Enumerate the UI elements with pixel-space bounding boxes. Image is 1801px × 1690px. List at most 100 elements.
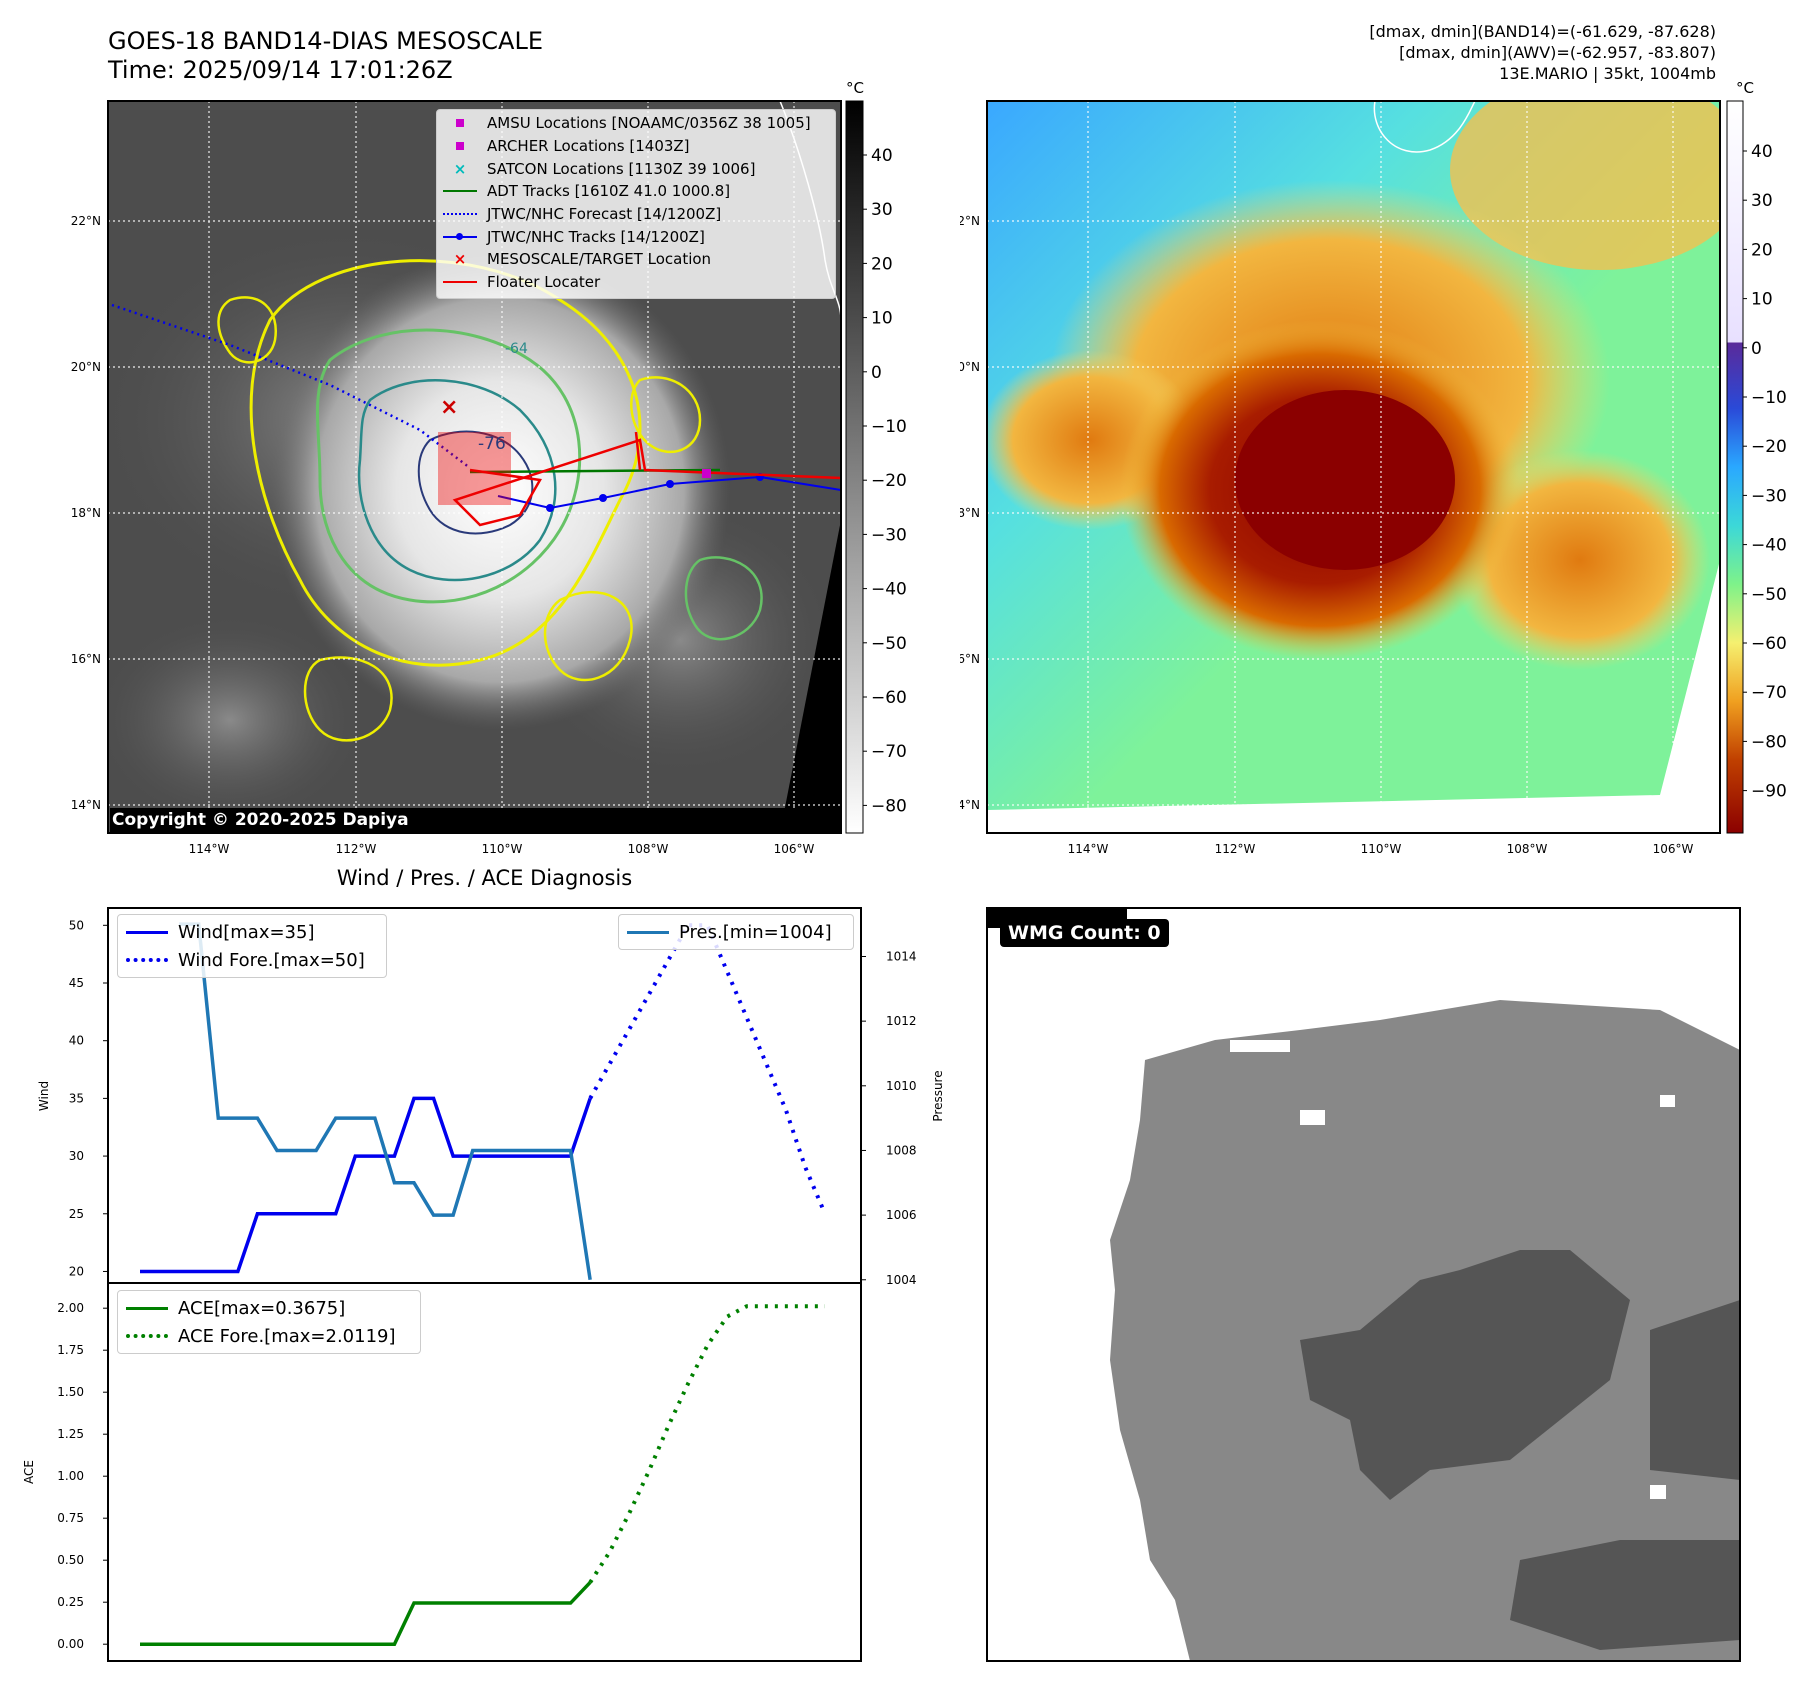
- ir-legend-label: JTWC/NHC Tracks [14/1200Z]: [487, 227, 705, 246]
- lon-label: 114°W: [189, 842, 230, 856]
- awv-colorbar-tick-label: −40: [1751, 536, 1787, 556]
- pressure-y-tick-label: 1004: [886, 1273, 917, 1287]
- awv-colorbar-tick-label: −90: [1751, 782, 1787, 802]
- contour-label-inner: -76: [478, 434, 506, 454]
- lat-label: 22°N: [960, 214, 980, 228]
- ace-forecast-legend-label: ACE Fore.[max=2.0119]: [178, 1325, 396, 1347]
- copyright-banner: Copyright © 2020-2025 Dapiya: [110, 808, 840, 832]
- ir-colorbar-tick-label: −80: [871, 796, 907, 816]
- lat-label: 14°N: [71, 798, 101, 812]
- wind-y-tick-label: 35: [69, 1091, 84, 1105]
- wind-series-2-line: [179, 922, 592, 1281]
- ir-legend: AMSU Locations [NOAAMC/0356Z 38 1005] ARC…: [436, 109, 836, 299]
- awv-colorbar-tick-label: −70: [1751, 683, 1787, 703]
- ir-colorbar-tick-label: −10: [871, 417, 907, 437]
- awv-colorbar-tick-label: −80: [1751, 732, 1787, 752]
- ir-colorbar-tick-label: −50: [871, 634, 907, 654]
- wind-series-0-line: [140, 1096, 592, 1274]
- info-line1: [dmax, dmin](BAND14)=(-61.629, -87.628): [1369, 22, 1716, 41]
- awv-colorbar-tick-label: 40: [1751, 142, 1773, 162]
- pressure-y-tick-label: 1012: [886, 1014, 917, 1028]
- wind-y-tick-label: 45: [69, 976, 84, 990]
- diagnosis-title: Wind / Pres. / ACE Diagnosis: [336, 866, 633, 890]
- ir-legend-item: JTWC/NHC Tracks [14/1200Z]: [441, 225, 831, 248]
- ir-colorbar-tick-label: −20: [871, 471, 907, 491]
- wind-forecast-legend-label: Wind Fore.[max=50]: [178, 949, 365, 971]
- pressure-legend-label: Pres.[min=1004]: [679, 921, 832, 943]
- ace-y-tick-label: 2.00: [57, 1301, 84, 1315]
- ir-legend-item: ADT Tracks [1610Z 41.0 1000.8]: [441, 180, 831, 203]
- ace-legend-line: [126, 1306, 168, 1310]
- pressure-y-tick-label: 1008: [886, 1143, 917, 1157]
- awv-colorbar-unit: °C: [1736, 79, 1754, 97]
- ir-legend-label: ADT Tracks [1610Z 41.0 1000.8]: [487, 182, 731, 201]
- ir-legend-symbol: [441, 213, 479, 216]
- ace-y-tick-label: 0.25: [57, 1595, 84, 1609]
- ace-y-tick-label: 1.00: [57, 1469, 84, 1483]
- wind-y-tick-label: 40: [69, 1034, 84, 1048]
- wind-y-tick-label: 30: [69, 1149, 84, 1163]
- wind-axis-label: Wind: [37, 1081, 51, 1111]
- lon-label: 106°W: [1653, 842, 1694, 856]
- ir-legend-label: MESOSCALE/TARGET Location: [487, 250, 712, 269]
- lon-label: 106°W: [774, 842, 815, 856]
- lon-label: 110°W: [482, 842, 523, 856]
- lon-label: 112°W: [336, 842, 377, 856]
- wind-y-tick-label: 20: [69, 1264, 84, 1278]
- ir-legend-symbol: [441, 119, 479, 128]
- contour-label-outer: -64: [505, 341, 528, 357]
- ir-legend-label: SATCON Locations [1130Z 39 1006]: [487, 159, 756, 178]
- ir-legend-item: × SATCON Locations [1130Z 39 1006]: [441, 157, 831, 180]
- ir-legend-label: AMSU Locations [NOAAMC/0356Z 38 1005]: [487, 114, 811, 133]
- ir-legend-label: Floater Locater: [487, 273, 601, 292]
- ir-colorbar-tick-label: −40: [871, 580, 907, 600]
- ir-legend-symbol: [441, 281, 479, 284]
- ace-y-tick-label: 1.25: [57, 1427, 84, 1441]
- ace-y-tick-label: 1.75: [57, 1343, 84, 1357]
- ir-colorbar-tick-label: 20: [871, 254, 893, 274]
- pressure-legend-line: [627, 930, 669, 934]
- ir-frame: [107, 100, 842, 834]
- title-line1: GOES-18 BAND14-DIAS MESOSCALE: [108, 27, 544, 55]
- wind-legend-label: Wind[max=35]: [178, 921, 315, 943]
- ir-colorbar-tick-label: 40: [871, 146, 893, 166]
- ir-legend-symbol: ×: [453, 159, 467, 178]
- lon-label: 110°W: [1361, 842, 1402, 856]
- pressure-y-tick-label: 1010: [886, 1079, 917, 1093]
- awv-colorbar-tick-label: 20: [1751, 240, 1773, 260]
- awv-colorbar: [1726, 100, 1744, 834]
- ir-legend-item: Floater Locater: [441, 271, 831, 294]
- lon-label: 112°W: [1215, 842, 1256, 856]
- awv-colorbar-tick-label: 30: [1751, 191, 1773, 211]
- info-line2: [dmax, dmin](AWV)=(-62.957, -83.807): [1399, 43, 1716, 62]
- lat-label: 16°N: [960, 652, 980, 666]
- ir-colorbar-tick-label: 0: [871, 363, 882, 383]
- ace-y-tick-label: 0.75: [57, 1511, 84, 1525]
- ace-series-1-line: [588, 1304, 825, 1584]
- wind-y-tick-label: 50: [69, 918, 84, 932]
- pressure-y-tick-label: 1014: [886, 949, 917, 963]
- pressure-legend: Pres.[min=1004]: [618, 914, 854, 950]
- ace-y-tick-label: 0.00: [57, 1637, 84, 1651]
- awv-colorbar-tick-label: −60: [1751, 634, 1787, 654]
- ir-colorbar: [845, 100, 864, 834]
- wind-legend: Wind[max=35] Wind Fore.[max=50]: [117, 914, 387, 978]
- svg-text:×: ×: [440, 395, 458, 420]
- info-line3: 13E.MARIO | 35kt, 1004mb: [1499, 64, 1716, 83]
- lon-label: 108°W: [1507, 842, 1548, 856]
- ir-colorbar-unit: °C: [846, 79, 864, 97]
- lat-label: 14°N: [960, 798, 980, 812]
- awv-satellite-panel: °C 403020100−10−20−30−40−50−60−70−80−90 …: [960, 79, 1787, 856]
- ace-y-tick-label: 1.50: [57, 1385, 84, 1399]
- awv-frame: [986, 100, 1721, 834]
- ace-forecast-legend-line: [126, 1334, 168, 1338]
- ir-legend-label: JTWC/NHC Forecast [14/1200Z]: [487, 205, 722, 224]
- ir-colorbar-tick-label: −70: [871, 742, 907, 762]
- awv-colorbar-tick-label: 10: [1751, 290, 1773, 310]
- wind-pressure-chart: Wind Pressure 20 25 30 35 40 45 50 1004 1006 1008…: [22, 907, 945, 1662]
- ir-legend-label: ARCHER Locations [1403Z]: [487, 137, 690, 156]
- ir-colorbar-tick-label: 10: [871, 309, 893, 329]
- ace-legend: ACE[max=0.3675] ACE Fore.[max=2.0119]: [117, 1290, 421, 1354]
- ir-colorbar-tick-label: −30: [871, 525, 907, 545]
- awv-colorbar-tick-label: −50: [1751, 585, 1787, 605]
